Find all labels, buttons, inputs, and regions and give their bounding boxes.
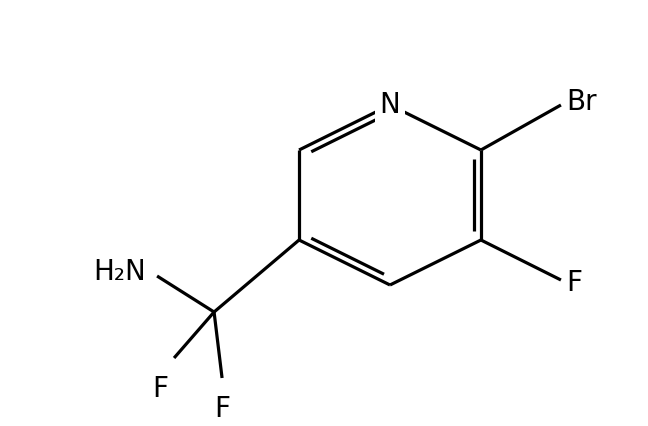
Text: F: F [152, 375, 168, 403]
Text: F: F [214, 395, 230, 423]
Text: N: N [380, 91, 400, 119]
Text: H₂N: H₂N [93, 258, 146, 286]
Text: Br: Br [566, 88, 597, 116]
Text: F: F [566, 269, 582, 297]
